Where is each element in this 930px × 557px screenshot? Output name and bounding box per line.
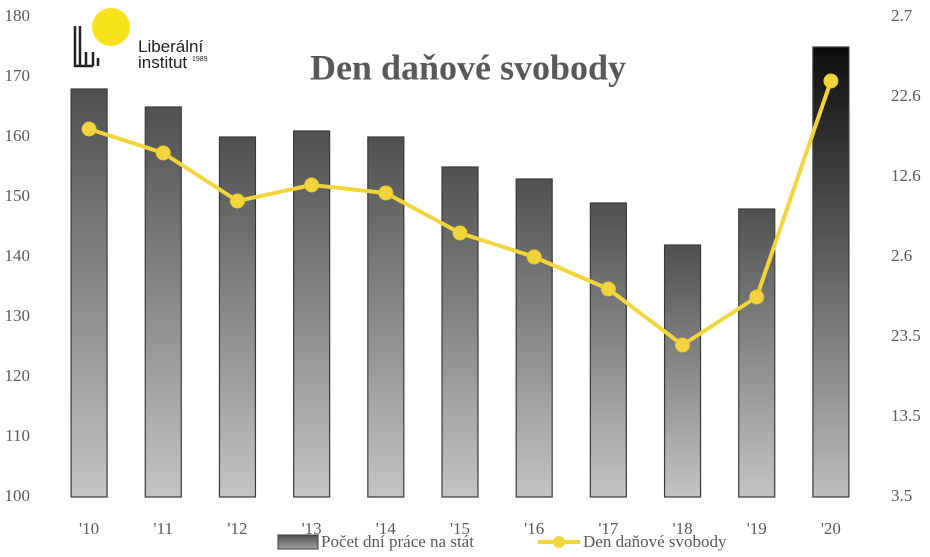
y2-tick-label: 23.5	[891, 326, 921, 345]
bar	[144, 106, 182, 498]
y2-tick-label: 2.6	[891, 246, 912, 265]
bar	[515, 178, 553, 498]
x-tick-label: '14	[376, 519, 397, 538]
line-marker	[229, 193, 245, 209]
line-marker	[81, 121, 97, 137]
line-marker	[526, 249, 542, 265]
line-marker	[600, 281, 616, 297]
x-tick-label: '18	[673, 519, 693, 538]
y-tick-label: 100	[5, 486, 31, 505]
y-tick-label: 140	[5, 246, 31, 265]
logo-mark	[73, 26, 100, 68]
x-tick-label: '20	[821, 519, 841, 538]
line-marker	[452, 225, 468, 241]
y2-tick-label: 12.6	[891, 166, 921, 185]
x-tick-label: '11	[154, 519, 173, 538]
y-tick-label: 150	[5, 186, 31, 205]
x-tick-label: '12	[227, 519, 247, 538]
x-tick-label: '19	[747, 519, 767, 538]
y2-tick-label: 2.7	[891, 6, 913, 25]
logo-text: institut	[138, 53, 187, 72]
chart-title: Den daňové svobody	[310, 47, 626, 87]
x-tick-label: '15	[450, 519, 470, 538]
x-tick-label: '10	[79, 519, 99, 538]
bar	[70, 88, 108, 498]
y-tick-label: 110	[5, 426, 30, 445]
y-tick-label: 130	[5, 306, 31, 325]
logo-sun	[92, 8, 130, 46]
x-tick-label: '17	[598, 519, 619, 538]
legend-label: Den daňové svobody	[583, 532, 727, 551]
bar	[589, 202, 627, 498]
y-tick-label: 160	[5, 126, 31, 145]
logo-year: 1989	[192, 56, 208, 63]
y-tick-label: 170	[5, 66, 31, 85]
line-marker	[675, 337, 691, 353]
bar	[663, 244, 702, 498]
legend-marker	[553, 536, 565, 548]
logo: Liberální institut 1989	[73, 8, 208, 72]
line-marker	[155, 145, 171, 161]
legend-swatch	[277, 534, 319, 550]
bar	[441, 166, 479, 498]
line-marker	[378, 185, 394, 201]
logo-text: Liberální	[138, 37, 203, 56]
bar	[738, 208, 776, 498]
y-tick-label: 120	[5, 366, 31, 385]
y-tick-label: 180	[5, 6, 31, 25]
line-marker	[749, 289, 765, 305]
bar	[293, 130, 331, 498]
x-tick-label: '16	[524, 519, 544, 538]
legend-label: Počet dní práce na stát	[321, 532, 474, 551]
line-marker	[304, 177, 320, 193]
y2-tick-label: 22.6	[891, 86, 921, 105]
x-tick-label: '13	[302, 519, 322, 538]
y2-tick-label: 3.5	[891, 486, 912, 505]
y2-tick-label: 13.5	[891, 406, 921, 425]
line-marker	[823, 73, 839, 89]
